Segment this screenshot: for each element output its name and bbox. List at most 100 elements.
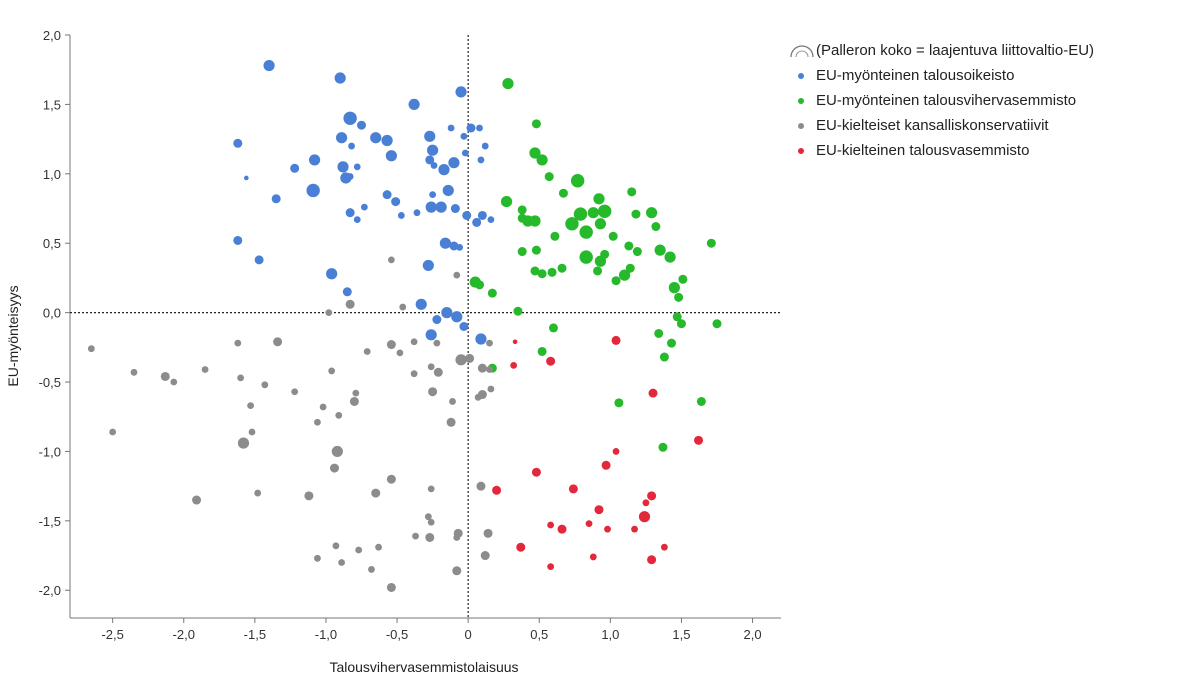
data-point <box>247 402 254 410</box>
y-tick-label: -2,0 <box>39 583 61 598</box>
data-point <box>477 363 487 373</box>
data-point <box>456 243 464 251</box>
data-point <box>548 323 558 333</box>
legend-label: EU-kielteiset kansalliskonservatiivit <box>816 117 1049 134</box>
data-point <box>334 72 346 84</box>
data-point <box>510 361 518 369</box>
y-tick-label: 1,0 <box>43 167 61 182</box>
data-point <box>594 505 604 515</box>
data-point <box>328 367 336 375</box>
data-point <box>448 157 460 169</box>
data-point <box>550 231 560 241</box>
legend-item: EU-kielteinen talousvasemmisto <box>788 138 1094 163</box>
x-tick-label: 0,5 <box>530 627 548 642</box>
data-point <box>248 428 256 436</box>
data-point <box>353 216 361 224</box>
data-point <box>192 495 202 505</box>
legend-item: EU-myönteinen talousoikeisto <box>788 63 1094 88</box>
data-point <box>399 303 407 311</box>
data-point <box>654 328 664 338</box>
data-point <box>314 554 321 562</box>
data-point <box>476 124 483 132</box>
legend-swatch <box>798 122 804 129</box>
data-point <box>465 353 475 363</box>
y-tick-label: 1,5 <box>43 97 61 112</box>
y-tick-label: -1,5 <box>39 514 61 529</box>
data-point <box>530 266 540 276</box>
data-point <box>597 204 612 218</box>
data-point <box>455 86 467 98</box>
series-3 <box>87 256 495 592</box>
y-tick-label: 0,0 <box>43 306 61 321</box>
data-point <box>546 356 556 366</box>
data-points <box>87 59 722 592</box>
data-point <box>631 525 638 533</box>
data-point <box>611 276 621 286</box>
size-legend: (Palleron koko = laajentuva liittovaltio… <box>788 38 1094 63</box>
data-point <box>502 77 514 90</box>
data-point <box>483 528 493 538</box>
data-point <box>306 183 320 198</box>
data-point <box>517 247 527 257</box>
data-point <box>529 215 541 227</box>
data-point <box>587 207 599 219</box>
data-point <box>694 435 704 445</box>
data-point <box>451 311 463 323</box>
data-point <box>593 266 603 276</box>
data-point <box>476 481 486 491</box>
data-point <box>271 194 281 204</box>
data-point <box>632 247 642 257</box>
data-point <box>449 398 456 405</box>
data-point <box>674 292 684 302</box>
data-point <box>585 520 593 528</box>
data-point <box>308 154 321 166</box>
data-point <box>466 123 476 133</box>
data-point <box>234 339 242 347</box>
data-point <box>244 175 249 181</box>
series-4 <box>492 335 704 571</box>
data-point <box>425 201 437 213</box>
data-point <box>368 566 375 573</box>
data-point <box>531 245 541 255</box>
x-tick-label: -1,5 <box>244 627 266 642</box>
data-point <box>600 249 610 259</box>
data-point <box>337 161 349 173</box>
data-point <box>547 563 555 571</box>
data-point <box>335 411 343 419</box>
data-point <box>233 138 243 148</box>
size-legend-label: (Palleron koko = laajentuva liittovaltio… <box>816 42 1095 59</box>
data-point <box>290 163 300 173</box>
data-point <box>201 366 209 373</box>
data-point <box>263 59 275 72</box>
data-point <box>565 217 579 231</box>
data-point <box>357 120 367 130</box>
data-point <box>170 378 178 386</box>
data-point <box>487 216 495 224</box>
data-point <box>345 208 355 218</box>
data-point <box>430 162 438 169</box>
data-point <box>355 546 363 554</box>
data-point <box>487 288 497 298</box>
data-point <box>453 271 461 279</box>
y-tick-label: 2,0 <box>43 28 61 43</box>
data-point <box>558 188 568 198</box>
data-point <box>477 210 487 220</box>
data-point <box>413 209 421 217</box>
data-point <box>604 525 611 533</box>
data-point <box>547 521 555 529</box>
data-point <box>237 374 245 382</box>
data-point <box>441 307 453 319</box>
data-point <box>474 393 482 401</box>
data-point <box>658 442 668 452</box>
data-point <box>557 524 567 534</box>
x-tick-label: -2,0 <box>173 627 195 642</box>
data-point <box>432 315 442 325</box>
data-point <box>425 155 435 165</box>
data-point <box>516 542 526 552</box>
legend-swatch <box>798 147 804 154</box>
data-point <box>668 282 680 294</box>
data-point <box>87 345 95 353</box>
data-point <box>579 225 593 239</box>
data-point <box>360 203 368 211</box>
data-point <box>453 534 461 541</box>
